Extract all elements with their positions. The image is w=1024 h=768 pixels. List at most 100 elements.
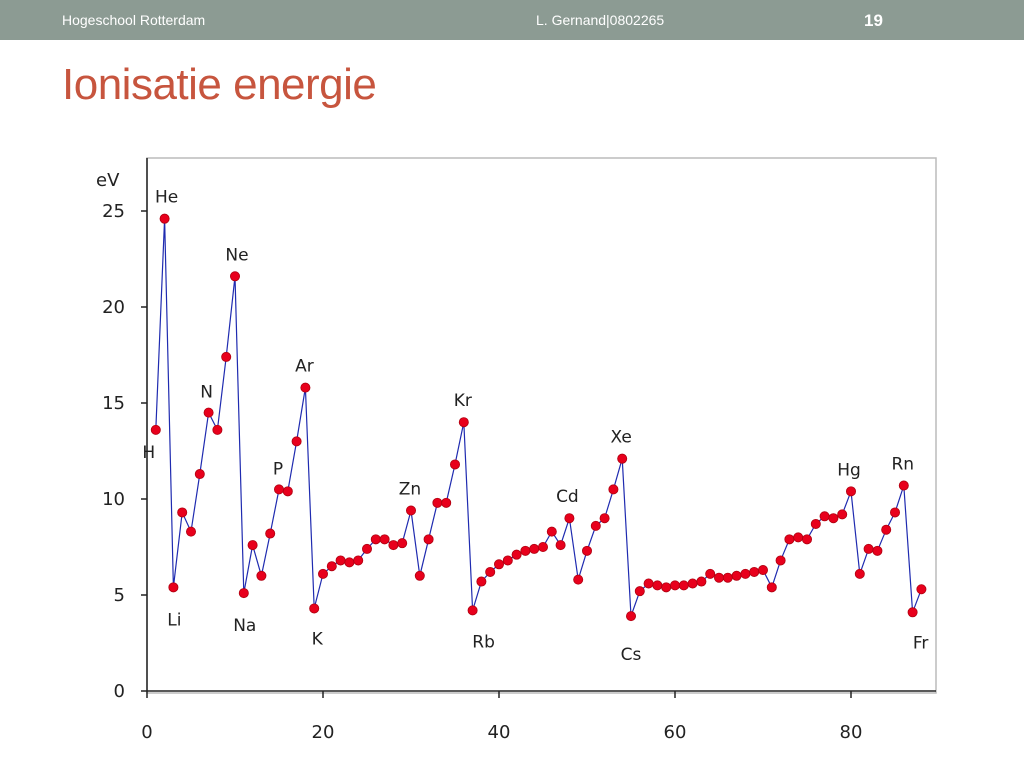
data-point [212,424,223,435]
element-label: Zn [399,480,421,500]
element-label: Kr [454,391,472,411]
institution-label: Hogeschool Rotterdam [62,12,206,28]
data-point [309,603,320,614]
data-point [493,559,504,570]
data-point [361,543,372,554]
data-point [256,570,267,581]
data-point [634,586,645,597]
axes [146,158,936,692]
data-point [546,526,557,537]
data-point [661,582,672,593]
data-point [758,565,769,576]
data-point [784,534,795,545]
data-point [854,568,865,579]
data-point [432,497,443,508]
data-point [238,588,249,599]
data-point [722,572,733,583]
y-tick-label: 0 [114,681,125,702]
header-bar: Hogeschool Rotterdam L. Gernand|0802265 … [0,0,1024,40]
data-point [300,382,311,393]
element-label: Cd [556,487,579,507]
data-point [687,578,698,589]
data-point [194,469,205,480]
data-point [273,484,284,495]
y-tick-label: 25 [102,201,125,222]
data-point [872,545,883,556]
data-point [538,542,549,553]
element-label: Li [167,610,181,630]
data-point [291,436,302,447]
element-label: Ne [225,245,248,265]
data-point [696,576,707,587]
y-axis-label: eV [96,170,120,191]
element-labels: He H Li N Ne Na P Ar K Zn Kr Rb Cd Xe Cs Hg Rn Fr [142,188,928,665]
data-point [714,572,725,583]
author-label: L. Gernand|0802265 [536,12,665,28]
x-tick-label: 20 [312,722,335,743]
data-point [731,570,742,581]
element-label: Fr [913,633,929,653]
x-tick-label: 60 [664,722,687,743]
data-point [802,534,813,545]
element-label: Rb [472,632,495,652]
element-label: Na [233,616,256,636]
data-point [705,568,716,579]
data-point [282,486,293,497]
data-point [837,509,848,520]
data-point [405,505,416,516]
data-point [608,484,619,495]
data-point [185,526,196,537]
x-tick-label: 0 [141,722,152,743]
y-tick-label: 20 [102,297,125,318]
data-point [476,576,487,587]
data-point [810,518,821,529]
data-point [414,570,425,581]
series-layer [150,213,927,622]
data-point [678,580,689,591]
data-point [467,605,478,616]
data-point [229,271,240,282]
data-point [740,568,751,579]
data-point [907,607,918,618]
x-tick-label: 40 [488,722,511,743]
data-point [617,453,628,464]
data-point [582,545,593,556]
data-point [652,580,663,591]
data-point [819,511,830,522]
element-label: Cs [621,645,642,665]
data-point [370,534,381,545]
element-label: Xe [611,428,632,448]
element-label: Ar [295,357,314,377]
data-point [221,351,232,362]
data-point [423,534,434,545]
data-point [203,407,214,418]
data-point [485,566,496,577]
data-point [159,213,170,224]
y-tick-label: 15 [102,393,125,414]
x-tick-label: 80 [840,722,863,743]
data-point [449,459,460,470]
data-point [247,540,258,551]
data-point [890,507,901,518]
data-point [441,497,452,508]
data-point [168,582,179,593]
element-label: He [155,188,178,208]
data-point [379,534,390,545]
data-point [326,561,337,572]
data-point [775,555,786,566]
data-point [344,557,355,568]
data-point [749,566,760,577]
page-number: 19 [864,11,883,30]
data-point [564,513,575,524]
data-point [881,524,892,535]
data-point [599,513,610,524]
data-point [846,486,857,497]
data-point [502,555,513,566]
data-point [626,611,637,622]
data-point [353,555,364,566]
data-point [458,417,469,428]
element-label: P [273,459,283,479]
data-point [520,545,531,556]
data-point [177,507,188,518]
